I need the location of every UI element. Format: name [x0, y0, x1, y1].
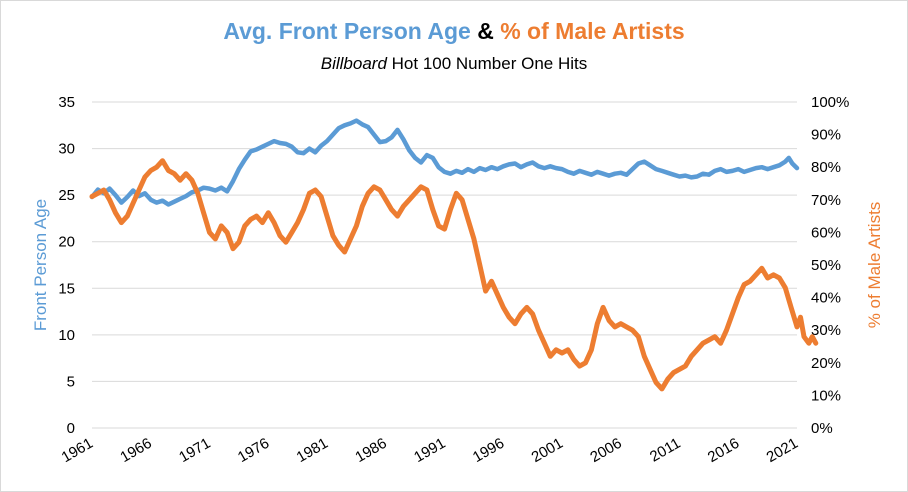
series-lines — [89, 118, 819, 392]
y-left-tick-label: 25 — [58, 187, 75, 204]
y-right-tick-label: 0% — [811, 420, 833, 437]
x-tick-label: 1981 — [294, 435, 331, 466]
title-joiner: & — [477, 18, 494, 44]
x-tick-label: 2016 — [705, 435, 742, 466]
y-axis-right-title: % of Male Artists — [865, 202, 884, 329]
y-right-tick-label: 100% — [811, 94, 849, 111]
x-tick-label: 1976 — [235, 435, 272, 466]
y-right-tick-label: 60% — [811, 224, 841, 241]
y-right-tick-label: 70% — [811, 192, 841, 209]
y-left-tick-label: 10 — [58, 327, 75, 344]
y-right-tick-label: 20% — [811, 355, 841, 372]
y-left-tick-label: 5 — [67, 373, 75, 390]
x-tick-label: 2011 — [647, 435, 683, 466]
x-tick-label: 1971 — [176, 435, 213, 466]
x-tick-label: 1966 — [117, 435, 154, 466]
x-tick-label: 1996 — [470, 435, 507, 466]
y-right-tick-label: 30% — [811, 322, 841, 339]
series-line-male-artists — [89, 158, 819, 392]
y-right-tick-label: 10% — [811, 387, 841, 404]
y-left-tick-label: 15 — [58, 280, 75, 297]
chart-title: Avg. Front Person Age & % of Male Artist… — [0, 18, 908, 45]
title-male-part: % of Male Artists — [500, 18, 685, 44]
chart-subtitle: Billboard Hot 100 Number One Hits — [0, 54, 908, 74]
x-tick-label: 1991 — [411, 435, 448, 466]
y-right-tick-label: 50% — [811, 257, 841, 274]
y-left-tick-label: 0 — [67, 420, 75, 437]
subtitle-italic: Billboard — [320, 54, 387, 73]
x-tick-label: 1986 — [352, 435, 389, 466]
y-right-tick-label: 80% — [811, 159, 841, 176]
series-line-front-person-age — [89, 118, 800, 207]
y-axis-left-title: Front Person Age — [31, 199, 50, 331]
tick-labels: 0 5 10 15 20 25 30 35 0% 10% 20% 30% 40% 50% 60% 70% 80%… — [58, 94, 849, 466]
title-age-part: Avg. Front Person Age — [223, 18, 471, 44]
x-tick-label: 2006 — [587, 435, 624, 466]
subtitle-rest: Hot 100 Number One Hits — [386, 54, 588, 73]
gridlines — [92, 101, 797, 429]
y-right-tick-label: 90% — [811, 127, 841, 144]
x-tick-label: 2001 — [529, 435, 566, 466]
x-tick-label: 1961 — [59, 435, 96, 466]
y-left-tick-label: 20 — [58, 234, 75, 251]
y-left-tick-label: 35 — [58, 94, 75, 111]
y-left-tick-label: 30 — [58, 141, 75, 158]
y-right-tick-label: 40% — [811, 290, 841, 307]
x-tick-label: 2021 — [764, 435, 801, 466]
